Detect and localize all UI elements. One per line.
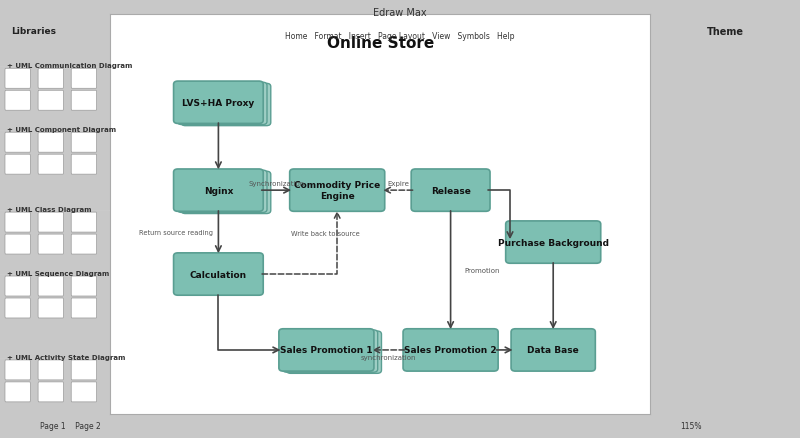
FancyBboxPatch shape: [5, 234, 30, 254]
FancyBboxPatch shape: [5, 298, 30, 318]
FancyBboxPatch shape: [5, 212, 30, 233]
Text: Expire: Expire: [387, 180, 409, 187]
FancyBboxPatch shape: [71, 212, 97, 233]
FancyBboxPatch shape: [178, 171, 267, 213]
FancyBboxPatch shape: [71, 69, 97, 89]
Text: LVS+HA Proxy: LVS+HA Proxy: [182, 99, 254, 107]
FancyBboxPatch shape: [71, 155, 97, 175]
Text: Return source reading: Return source reading: [139, 230, 213, 236]
FancyBboxPatch shape: [38, 382, 63, 402]
FancyBboxPatch shape: [174, 82, 263, 124]
Text: + UML Communication Diagram: + UML Communication Diagram: [6, 63, 132, 69]
FancyBboxPatch shape: [174, 253, 263, 296]
Text: Synchronization: Synchronization: [248, 180, 305, 187]
FancyBboxPatch shape: [38, 234, 63, 254]
FancyBboxPatch shape: [71, 133, 97, 153]
FancyBboxPatch shape: [181, 172, 270, 214]
FancyBboxPatch shape: [38, 298, 63, 318]
FancyBboxPatch shape: [38, 276, 63, 297]
FancyBboxPatch shape: [5, 69, 30, 89]
FancyBboxPatch shape: [178, 83, 267, 125]
Text: Sales Promotion 1: Sales Promotion 1: [280, 346, 373, 355]
FancyBboxPatch shape: [38, 155, 63, 175]
Text: Calculation: Calculation: [190, 270, 247, 279]
Text: Release: Release: [430, 186, 470, 195]
FancyBboxPatch shape: [71, 298, 97, 318]
Text: 115%: 115%: [680, 421, 702, 431]
Text: Nginx: Nginx: [204, 186, 233, 195]
FancyBboxPatch shape: [38, 91, 63, 111]
Text: Online Store: Online Store: [326, 36, 434, 51]
Text: Edraw Max: Edraw Max: [373, 8, 427, 18]
Text: Promotion: Promotion: [464, 268, 500, 273]
Text: Sales Promotion 2: Sales Promotion 2: [404, 346, 497, 355]
FancyBboxPatch shape: [5, 276, 30, 297]
FancyBboxPatch shape: [511, 329, 595, 371]
FancyBboxPatch shape: [5, 155, 30, 175]
FancyBboxPatch shape: [71, 382, 97, 402]
Text: + UML Class Diagram: + UML Class Diagram: [6, 207, 91, 212]
FancyBboxPatch shape: [71, 360, 97, 380]
FancyBboxPatch shape: [71, 91, 97, 111]
Text: + UML Activity State Diagram: + UML Activity State Diagram: [6, 354, 125, 360]
FancyBboxPatch shape: [5, 133, 30, 153]
FancyBboxPatch shape: [279, 329, 374, 371]
Text: + UML Component Diagram: + UML Component Diagram: [6, 127, 116, 133]
FancyBboxPatch shape: [38, 69, 63, 89]
FancyBboxPatch shape: [71, 276, 97, 297]
FancyBboxPatch shape: [403, 329, 498, 371]
Text: + UML Sequence Diagram: + UML Sequence Diagram: [6, 270, 109, 276]
Text: Commodity Price
Engine: Commodity Price Engine: [294, 181, 380, 201]
FancyBboxPatch shape: [5, 382, 30, 402]
FancyBboxPatch shape: [506, 221, 601, 264]
FancyBboxPatch shape: [290, 170, 385, 212]
FancyBboxPatch shape: [38, 212, 63, 233]
FancyBboxPatch shape: [38, 133, 63, 153]
Text: Data Base: Data Base: [527, 346, 579, 355]
Text: Home   Format   Insert   Page Layout   View   Symbols   Help: Home Format Insert Page Layout View Symb…: [286, 32, 514, 41]
Text: Page 1    Page 2: Page 1 Page 2: [40, 421, 101, 431]
FancyBboxPatch shape: [181, 84, 270, 127]
FancyBboxPatch shape: [71, 234, 97, 254]
FancyBboxPatch shape: [38, 360, 63, 380]
FancyBboxPatch shape: [282, 330, 378, 372]
Text: Write back to source: Write back to source: [291, 230, 360, 237]
Text: Libraries: Libraries: [11, 27, 56, 36]
Text: Purchase Background: Purchase Background: [498, 238, 609, 247]
FancyBboxPatch shape: [411, 170, 490, 212]
FancyBboxPatch shape: [174, 170, 263, 212]
Text: synchronization: synchronization: [361, 354, 416, 360]
Text: Theme: Theme: [706, 27, 744, 37]
FancyBboxPatch shape: [286, 331, 382, 374]
FancyBboxPatch shape: [5, 91, 30, 111]
FancyBboxPatch shape: [5, 360, 30, 380]
